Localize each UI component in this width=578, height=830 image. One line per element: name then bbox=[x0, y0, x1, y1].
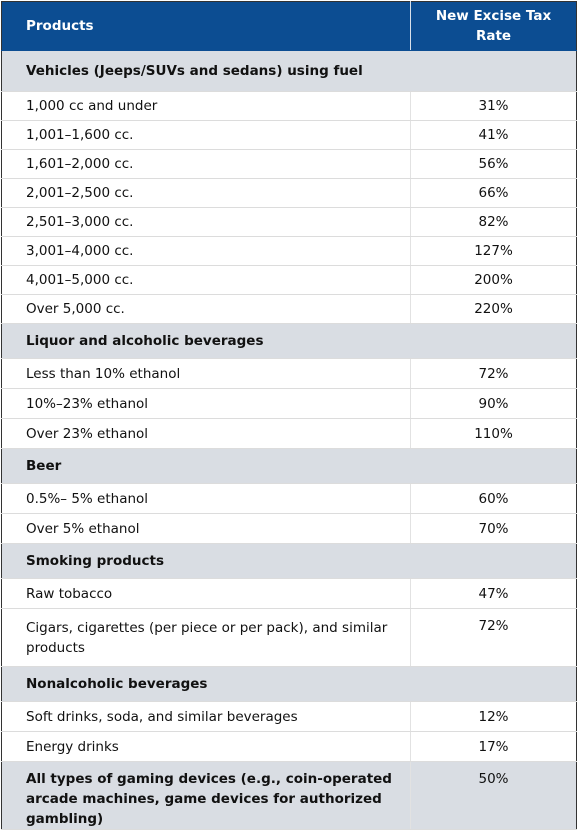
product-cell: 0.5%– 5% ethanol bbox=[1, 483, 411, 514]
rate-cell: 17% bbox=[410, 731, 577, 762]
section-title: Vehicles (Jeeps/SUVs and sedans) using f… bbox=[1, 50, 577, 92]
rate-cell: 72% bbox=[410, 608, 577, 667]
section-row: Vehicles (Jeeps/SUVs and sedans) using f… bbox=[1, 50, 577, 92]
header-cell: Products bbox=[1, 1, 411, 51]
product-cell: Raw tobacco bbox=[1, 578, 411, 609]
rate-cell: 60% bbox=[410, 483, 577, 514]
section-row: Beer bbox=[1, 448, 577, 484]
rate-cell: 66% bbox=[410, 178, 577, 208]
header-row: Products New Excise Tax Rate bbox=[1, 1, 577, 51]
item-row: Raw tobacco 47% bbox=[1, 578, 577, 609]
item-row: Cigars, cigarettes (per piece or per pac… bbox=[1, 608, 577, 667]
section-row: Liquor and alcoholic beverages bbox=[1, 323, 577, 359]
group: Nonalcoholic beverages Soft drinks, soda,… bbox=[1, 666, 577, 762]
product-cell: Less than 10% ethanol bbox=[1, 358, 411, 389]
item-row: 2,001–2,500 cc. 66% bbox=[1, 178, 577, 208]
group: Liquor and alcoholic beverages Less than … bbox=[1, 323, 577, 449]
section-row: Smoking products bbox=[1, 543, 577, 579]
product-cell: 1,001–1,600 cc. bbox=[1, 120, 411, 150]
item-row: Over 23% ethanol 110% bbox=[1, 418, 577, 449]
rate-cell: 31% bbox=[410, 91, 577, 121]
rate-cell: 70% bbox=[410, 513, 577, 544]
product-cell: Over 23% ethanol bbox=[1, 418, 411, 449]
product-cell: Energy drinks bbox=[1, 731, 411, 762]
product-cell: Over 5% ethanol bbox=[1, 513, 411, 544]
rate-cell: 56% bbox=[410, 149, 577, 179]
rate-cell: 50% bbox=[410, 761, 577, 830]
product-cell: 2,001–2,500 cc. bbox=[1, 178, 411, 208]
item-row: 3,001–4,000 cc. 127% bbox=[1, 236, 577, 266]
group: All types of gaming devices (e.g., coin-… bbox=[1, 761, 577, 830]
section-title: All types of gaming devices (e.g., coin-… bbox=[1, 761, 411, 830]
rate-cell: 220% bbox=[410, 294, 577, 324]
item-row: Less than 10% ethanol 72% bbox=[1, 358, 577, 389]
group: Vehicles (Jeeps/SUVs and sedans) using f… bbox=[1, 50, 577, 324]
group: Beer 0.5%– 5% ethanol 60% Over 5% ethanol 70… bbox=[1, 448, 577, 544]
rate-cell: 47% bbox=[410, 578, 577, 609]
item-row: Over 5,000 cc. 220% bbox=[1, 294, 577, 324]
rate-cell: 41% bbox=[410, 120, 577, 150]
product-cell: Soft drinks, soda, and similar beverages bbox=[1, 701, 411, 732]
product-cell: 10%–23% ethanol bbox=[1, 388, 411, 419]
product-cell: 1,601–2,000 cc. bbox=[1, 149, 411, 179]
item-row: 1,001–1,600 cc. 41% bbox=[1, 120, 577, 150]
section-row: All types of gaming devices (e.g., coin-… bbox=[1, 761, 577, 830]
item-row: Over 5% ethanol 70% bbox=[1, 513, 577, 544]
section-title: Nonalcoholic beverages bbox=[1, 666, 577, 702]
section-title: Liquor and alcoholic beverages bbox=[1, 323, 577, 359]
item-row: 2,501–3,000 cc. 82% bbox=[1, 207, 577, 237]
item-row: 0.5%– 5% ethanol 60% bbox=[1, 483, 577, 514]
product-cell: 3,001–4,000 cc. bbox=[1, 236, 411, 266]
item-row: Energy drinks 17% bbox=[1, 731, 577, 762]
rate-cell: 12% bbox=[410, 701, 577, 732]
rate-cell: 82% bbox=[410, 207, 577, 237]
product-cell: 4,001–5,000 cc. bbox=[1, 265, 411, 295]
section-title: Smoking products bbox=[1, 543, 577, 579]
header-cell: New Excise Tax Rate bbox=[410, 1, 577, 51]
product-cell: 2,501–3,000 cc. bbox=[1, 207, 411, 237]
rate-cell: 200% bbox=[410, 265, 577, 295]
product-cell: Cigars, cigarettes (per piece or per pac… bbox=[1, 608, 411, 667]
item-row: 10%–23% ethanol 90% bbox=[1, 388, 577, 419]
item-row: Soft drinks, soda, and similar beverages… bbox=[1, 701, 577, 732]
rate-cell: 127% bbox=[410, 236, 577, 266]
section-row: Nonalcoholic beverages bbox=[1, 666, 577, 702]
item-row: 1,601–2,000 cc. 56% bbox=[1, 149, 577, 179]
item-row: 4,001–5,000 cc. 200% bbox=[1, 265, 577, 295]
section-title: Beer bbox=[1, 448, 577, 484]
product-cell: 1,000 cc and under bbox=[1, 91, 411, 121]
rate-cell: 90% bbox=[410, 388, 577, 419]
product-cell: Over 5,000 cc. bbox=[1, 294, 411, 324]
rate-cell: 72% bbox=[410, 358, 577, 389]
item-row: 1,000 cc and under 31% bbox=[1, 91, 577, 121]
group: Smoking products Raw tobacco 47% Cigars, ci… bbox=[1, 543, 577, 667]
rate-cell: 110% bbox=[410, 418, 577, 449]
